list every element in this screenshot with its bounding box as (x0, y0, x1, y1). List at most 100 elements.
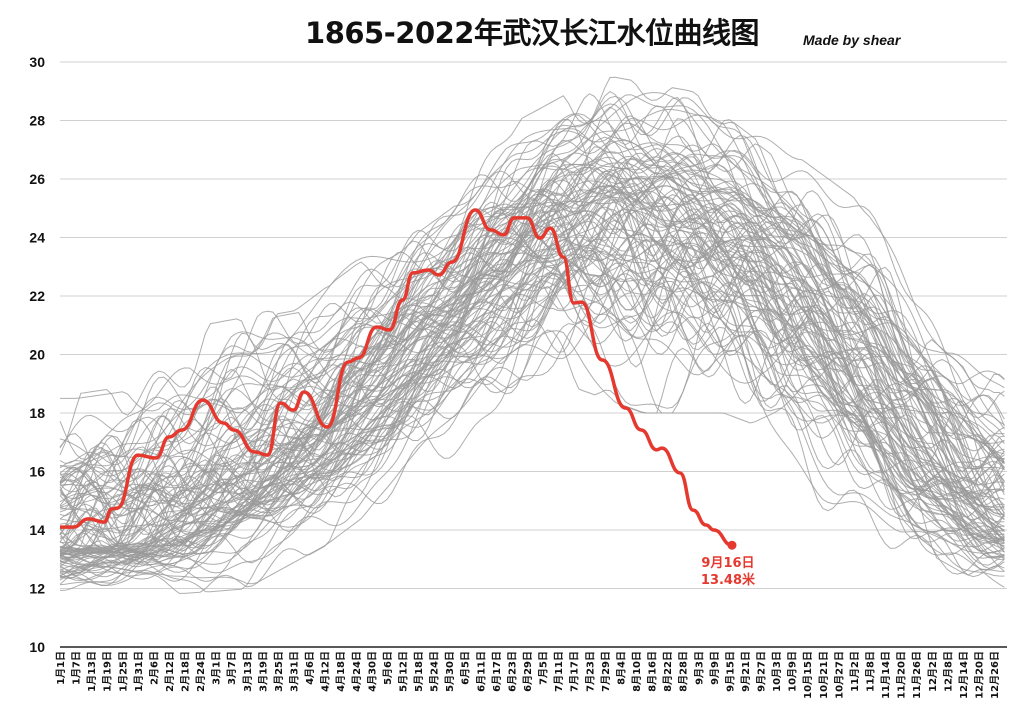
x-tick-label: 8月16日 (647, 651, 659, 692)
x-tick-label: 8月10日 (631, 651, 643, 692)
x-tick-label: 3月1日 (211, 651, 223, 685)
history-line (59, 128, 1005, 484)
x-tick-label: 8月4日 (615, 651, 627, 685)
x-tick-label: 12月26日 (989, 651, 1001, 699)
history-line (59, 171, 1005, 565)
history-line (60, 114, 1005, 426)
y-tick-label: 12 (29, 581, 45, 597)
x-tick-label: 5月18日 (413, 651, 425, 692)
highlight-end-point (727, 540, 737, 550)
history-line (59, 194, 1005, 547)
y-tick-label: 18 (29, 405, 45, 421)
chart-title: 1865-2022年武汉长江水位曲线图 (305, 16, 759, 50)
history-line (59, 208, 1005, 591)
history-line (59, 191, 1005, 573)
y-tick-label: 30 (29, 54, 45, 70)
x-tick-label: 11月20日 (896, 651, 908, 699)
history-line (59, 229, 1005, 559)
history-line (59, 211, 1005, 567)
y-tick-label: 26 (29, 171, 45, 187)
x-tick-label: 4月12日 (320, 651, 332, 692)
x-tick-label: 1月25日 (117, 651, 129, 692)
x-tick-label: 11月26日 (911, 651, 923, 699)
x-tick-label: 5月12日 (397, 651, 409, 692)
x-tick-label: 4月24日 (351, 651, 363, 692)
x-tick-label: 3月7日 (226, 651, 238, 685)
history-line (59, 228, 1005, 559)
history-line (59, 156, 1005, 528)
history-line (59, 95, 1005, 510)
history-line (59, 149, 1005, 455)
x-tick-label: 2月12日 (164, 651, 176, 692)
x-tick-label: 10月3日 (771, 651, 783, 692)
x-tick-label: 10月9日 (787, 651, 799, 692)
x-tick-label: 7月29日 (600, 651, 612, 692)
x-tick-label: 1月13日 (86, 651, 98, 692)
history-line (59, 208, 1005, 573)
y-tick-label: 28 (29, 113, 45, 129)
x-tick-label: 8月22日 (662, 651, 674, 692)
history-line (59, 232, 1005, 558)
x-tick-label: 12月20日 (973, 651, 985, 699)
annotation-value: 13.48米 (701, 572, 756, 588)
x-tick-label: 6月5日 (460, 651, 472, 685)
history-line (59, 266, 1005, 564)
x-tick-label: 12月2日 (927, 651, 939, 692)
history-line (59, 93, 1005, 489)
x-tick-label: 6月23日 (506, 651, 518, 692)
x-tick-label: 6月17日 (491, 651, 503, 692)
x-tick-label: 5月24日 (429, 651, 441, 692)
x-tick-label: 5月30日 (444, 651, 456, 692)
history-line (59, 150, 1005, 553)
x-tick-label: 3月25日 (273, 651, 285, 692)
history-line (59, 164, 1005, 557)
history-line (59, 234, 1005, 564)
history-line (59, 185, 1005, 563)
chart-credit: Made by shear (803, 32, 901, 48)
y-tick-label: 22 (29, 288, 45, 304)
x-tick-label: 10月21日 (818, 651, 830, 699)
x-tick-label: 4月6日 (304, 651, 316, 685)
x-tick-label: 1月31日 (133, 651, 145, 692)
x-tick-label: 9月21日 (740, 651, 752, 692)
y-tick-label: 16 (29, 464, 45, 480)
x-tick-label: 9月3日 (693, 651, 705, 685)
history-line (59, 90, 1005, 468)
history-line (59, 139, 1005, 554)
x-tick-label: 7月5日 (538, 651, 550, 685)
x-tick-label: 2月18日 (180, 651, 192, 692)
history-line (59, 136, 1005, 477)
highlight-series-line (60, 208, 733, 547)
x-tick-label: 4月30日 (366, 651, 378, 692)
x-tick-label: 8月28日 (678, 651, 690, 692)
history-line (59, 167, 1005, 547)
y-tick-label: 24 (29, 230, 45, 246)
x-tick-label: 9月9日 (709, 651, 721, 685)
history-line (59, 281, 1005, 582)
history-line (59, 244, 1005, 547)
x-tick-label: 7月17日 (569, 651, 581, 692)
x-tick-label: 7月11日 (553, 651, 565, 692)
annotation-date: 9月16日 (701, 556, 754, 571)
x-tick-label: 11月8日 (864, 651, 876, 692)
x-tick-label: 6月11日 (475, 651, 487, 692)
x-tick-label: 2月6日 (148, 651, 160, 685)
history-line (59, 269, 1005, 574)
history-line (59, 119, 1005, 479)
history-line (59, 210, 1005, 565)
y-tick-label: 10 (29, 639, 45, 655)
x-tick-label: 11月14日 (880, 651, 892, 699)
x-tick-label: 3月19日 (257, 651, 269, 692)
history-line (59, 185, 1005, 536)
x-tick-label: 3月31日 (289, 651, 301, 692)
x-tick-label: 2月24日 (195, 651, 207, 692)
x-tick-label: 1月7日 (71, 651, 83, 685)
history-line (59, 251, 1005, 578)
x-tick-label: 12月8日 (942, 651, 954, 692)
x-tick-label: 11月2日 (849, 651, 861, 692)
history-line (59, 198, 1005, 552)
history-line (59, 109, 1005, 513)
history-line (59, 213, 1005, 570)
x-tick-label: 10月27日 (833, 651, 845, 699)
history-line (59, 92, 1005, 484)
